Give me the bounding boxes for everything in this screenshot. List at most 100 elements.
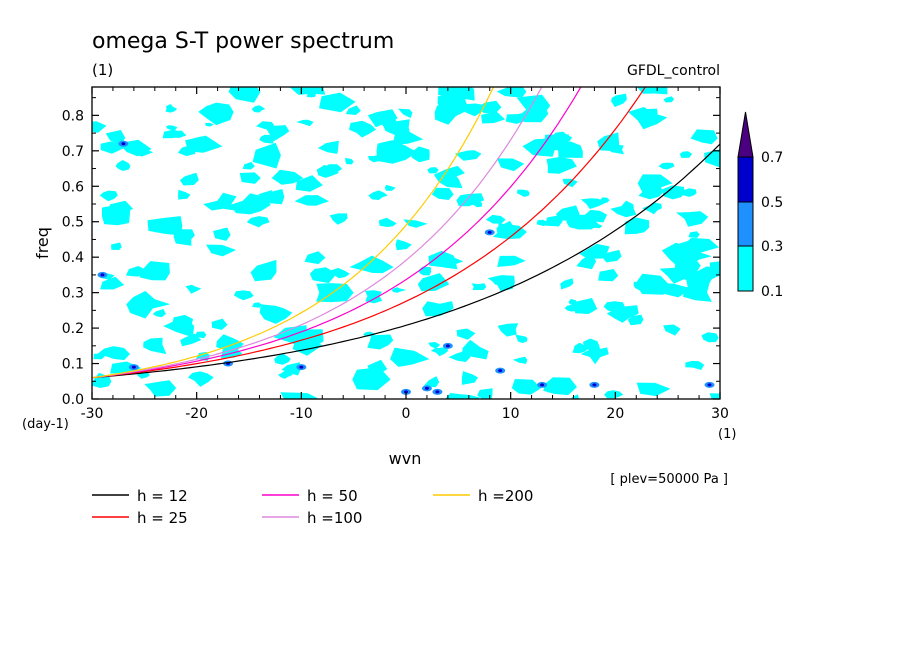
colorbar-label: 0.1 [761, 284, 783, 300]
contour-blob-low [100, 141, 127, 154]
contour-blob-low [570, 298, 598, 314]
contour-blob-low [251, 302, 262, 308]
contour-blob-low [213, 227, 231, 241]
dispersion-curve-2 [92, 87, 582, 379]
contour-blob-low [97, 346, 130, 361]
legend-label: h = 12 [137, 487, 188, 505]
contour-blob-low [554, 141, 583, 158]
contour-blob-low [216, 334, 244, 351]
contour-blob-low [368, 190, 388, 200]
contour-blob-low [126, 291, 171, 319]
contour-blob-low [443, 94, 468, 107]
contour-blob-low [259, 304, 293, 324]
x-axis: -30 -20 -10 0 10 20 30 [81, 87, 729, 422]
spectral-power-contours [92, 87, 720, 399]
contour-blob-low [661, 185, 685, 200]
y-tick-label: 0.5 [62, 215, 84, 231]
contour-blob-low [658, 162, 675, 170]
contour-blob-high [404, 390, 408, 394]
contour-blob-low [663, 96, 675, 103]
contour-blob-low [511, 379, 542, 395]
contour-blob-low [635, 273, 669, 295]
y-tick-label: 0.8 [62, 108, 84, 124]
pressure-level-note: [ plev=50000 Pa ] [610, 472, 728, 487]
x-tick-label: 30 [711, 406, 729, 422]
contour-blob-low [579, 243, 610, 259]
legend-label: h = 50 [307, 487, 358, 505]
contour-blob-low [606, 305, 639, 323]
contour-blob-low [304, 251, 326, 265]
contour-blob-low [682, 188, 697, 197]
contour-blob-low [147, 216, 183, 236]
contour-blob-low [100, 276, 125, 290]
contour-blob-low [611, 93, 627, 107]
contour-blob-low [139, 261, 170, 281]
y-tick-label: 0.3 [62, 286, 84, 302]
contour-blob-low [185, 284, 202, 294]
contour-blob-low [364, 290, 383, 304]
contour-blob-low [242, 162, 255, 170]
contour-blob-low [445, 393, 474, 399]
dispersion-curve-1 [92, 87, 647, 379]
contour-blob-low [166, 125, 178, 131]
contour-blob-low [536, 219, 548, 227]
contour-blob-low [636, 382, 671, 397]
contour-blob-high [498, 369, 503, 373]
contour-blob-low [319, 92, 356, 113]
legend-label: h =200 [478, 487, 533, 505]
x-tick-label: 10 [502, 406, 520, 422]
contour-blob-low [172, 314, 194, 332]
contour-blob-low [92, 121, 107, 133]
dispersion-curves [92, 87, 720, 379]
contour-blob-low [203, 192, 237, 211]
contour-blob-low [165, 104, 178, 113]
x-tick-label: -10 [290, 406, 313, 422]
contour-blob-low [417, 273, 450, 292]
contour-blob-low [597, 132, 620, 152]
contour-blob-high [424, 386, 429, 390]
contour-blob-low [468, 394, 481, 399]
contour-blob-low [391, 287, 407, 293]
contour-blob-low [376, 113, 397, 128]
contour-blob-low [431, 187, 454, 200]
x-axis-label: wvn [389, 449, 422, 468]
contour-blob-low [571, 394, 579, 399]
contour-blob-low [352, 367, 391, 391]
contour-blob-low [709, 393, 720, 399]
contour-blob-low [685, 360, 705, 370]
contour-blob-low [345, 157, 354, 165]
contour-blob-low [477, 388, 493, 399]
contour-blob-low [99, 190, 118, 202]
x-tick-label: 0 [402, 406, 411, 422]
contour-blob-low [546, 157, 577, 174]
contour-blob-low [497, 255, 526, 267]
contour-blob-low [324, 164, 343, 176]
contour-blob-low [250, 259, 277, 282]
contour-blob-high [299, 365, 304, 369]
contour-blob-low [485, 214, 506, 224]
contour-blob-low [522, 138, 556, 157]
y-tick-label: 0.2 [62, 321, 84, 337]
contour-blob-low [152, 309, 166, 318]
contour-blob-low [496, 87, 527, 98]
contour-blob-low [295, 175, 323, 192]
contour-blob-low [423, 376, 440, 388]
contour-blob-high [121, 142, 126, 146]
contour-blob-low [368, 154, 380, 163]
contour-blob-low [430, 347, 449, 357]
contour-blob-low [543, 377, 577, 396]
contour-blob-high [131, 365, 136, 369]
contour-blob-low [471, 201, 483, 208]
y-axis: 0.0 0.1 0.2 0.3 0.4 0.5 0.6 0.7 0.8 [62, 97, 720, 408]
contour-blob-low [461, 371, 478, 385]
contour-blob-low [329, 267, 350, 279]
contour-blob-low [280, 392, 318, 399]
y-axis-units: (day-1) [22, 417, 69, 432]
contour-blob-low [367, 334, 394, 350]
contour-blob-low [281, 362, 301, 376]
contour-blob-low [576, 253, 597, 270]
contour-blob-low [411, 146, 430, 163]
contour-blob-low [580, 198, 607, 209]
contour-blob-high [487, 230, 492, 234]
x-tick-label: -20 [185, 406, 208, 422]
